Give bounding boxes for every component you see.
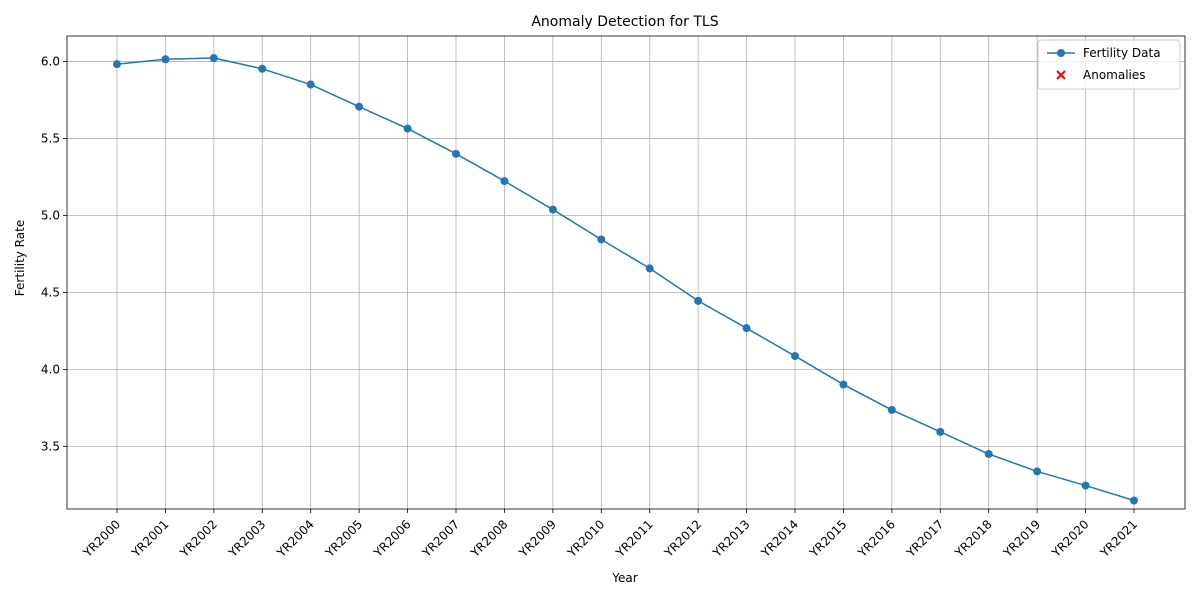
data-point [645, 264, 654, 273]
data-point [1081, 481, 1090, 490]
data-point [791, 352, 799, 361]
data-point [694, 296, 703, 305]
data-point [161, 55, 170, 64]
y-axis-label: Fertility Rate [13, 220, 27, 296]
data-point [742, 324, 751, 333]
data-point [209, 54, 218, 63]
data-point [355, 102, 364, 111]
plot-frame [66, 35, 1186, 510]
data-point [452, 149, 460, 158]
y-tick-label: 5.0 [41, 209, 60, 223]
y-tick-label: 6.0 [41, 55, 60, 69]
x-axis-label: Year [611, 571, 637, 585]
data-point [548, 205, 557, 214]
data-point [258, 64, 267, 73]
grid [67, 36, 1185, 509]
y-tick-label: 5.5 [41, 132, 60, 146]
data-point [887, 405, 896, 414]
data-point [936, 427, 945, 436]
data-point [839, 380, 848, 389]
data-point [113, 60, 121, 69]
y-axis-ticks: 3.5 4.0 4.5 5.0 5.5 6.0 [41, 55, 67, 454]
series-layer [113, 54, 1138, 505]
data-point [306, 80, 315, 89]
legend-label-fertility: Fertility Data [1083, 46, 1161, 60]
data-point [1130, 496, 1138, 505]
series-line-fertility [116, 57, 1135, 502]
y-tick-label: 4.5 [41, 286, 60, 300]
legend: Fertility Data Anomalies [1037, 39, 1181, 90]
data-point [1033, 467, 1042, 476]
data-point [500, 177, 509, 186]
y-tick-label: 4.0 [41, 363, 60, 377]
data-point [984, 450, 993, 459]
chart-title: Anomaly Detection for TLS [531, 14, 718, 30]
data-point [403, 124, 412, 133]
legend-marker-anomalies [1056, 70, 1066, 80]
y-tick-label: 3.5 [41, 440, 60, 454]
data-point [597, 235, 606, 244]
legend-marker-fertility [1057, 49, 1065, 57]
legend-label-anomalies: Anomalies [1083, 68, 1146, 82]
plot-area-border [66, 35, 1186, 510]
